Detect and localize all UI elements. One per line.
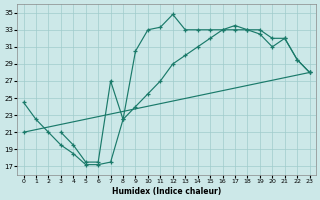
X-axis label: Humidex (Indice chaleur): Humidex (Indice chaleur) (112, 187, 221, 196)
